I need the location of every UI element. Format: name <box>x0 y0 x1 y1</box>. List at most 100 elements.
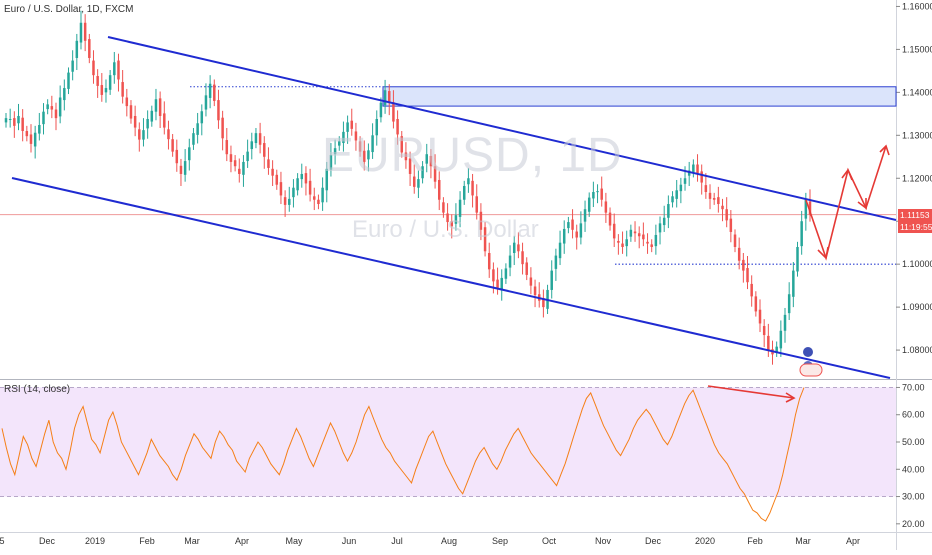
candle-body <box>288 198 291 205</box>
candle-body <box>242 161 245 175</box>
candle-body <box>450 221 453 227</box>
candle-body <box>279 182 283 196</box>
time-tick-label: Mar <box>795 536 811 546</box>
candle-body <box>79 22 83 43</box>
candle-body <box>208 83 212 98</box>
candle-body <box>408 158 412 174</box>
candle-body <box>650 244 653 247</box>
candle-body <box>121 82 124 97</box>
rsi-tick-label: 60.00 <box>902 410 925 420</box>
candle-body <box>479 211 483 230</box>
candle-body <box>467 178 470 185</box>
candle-body <box>21 117 24 132</box>
candle-body <box>417 179 420 188</box>
time-tick-label: 2019 <box>85 536 105 546</box>
candle-body <box>321 187 324 203</box>
candle-body <box>271 168 274 176</box>
earnings-badge-icon <box>799 363 823 377</box>
candle-body <box>342 131 345 144</box>
candle-body <box>100 85 104 95</box>
candle-body <box>733 234 737 247</box>
candle-body <box>204 95 208 110</box>
event-icon <box>803 347 813 357</box>
rsi-tick-label: 30.00 <box>902 492 925 502</box>
candle-body <box>113 62 116 76</box>
candle-body <box>133 115 137 128</box>
candle-body <box>554 255 558 269</box>
candle-body <box>433 166 437 182</box>
candle-body <box>117 60 120 80</box>
candle-body <box>587 197 591 212</box>
last-price-tag: 1.11153 <box>898 209 932 221</box>
candle-body <box>642 234 645 240</box>
candle-body <box>250 141 254 150</box>
candle-body <box>412 176 416 187</box>
price-tick-label: 1.13000 <box>902 130 932 140</box>
candle-body <box>696 164 699 174</box>
candle-body <box>750 283 753 297</box>
candle-body <box>767 335 770 351</box>
candle-body <box>675 190 678 199</box>
candle-body <box>150 110 154 122</box>
candle-body <box>63 88 66 101</box>
candle-body <box>71 60 74 72</box>
candle-body <box>700 171 703 183</box>
candle-body <box>487 253 491 270</box>
rsi-band <box>0 387 896 497</box>
candle-body <box>25 131 29 137</box>
candle-body <box>758 309 762 324</box>
candle-body <box>512 242 516 254</box>
candle-body <box>542 298 545 308</box>
candle-body <box>350 120 354 129</box>
price-tick-label: 1.14000 <box>902 87 932 97</box>
candle-body <box>579 223 583 238</box>
candle-body <box>646 241 649 244</box>
candle-body <box>304 173 308 184</box>
candle-body <box>521 251 524 265</box>
candle-body <box>142 130 145 140</box>
candle-body <box>517 244 520 252</box>
rsi-panel-label: RSI (14, close) <box>4 384 71 395</box>
time-tick-label: Feb <box>139 536 155 546</box>
candle-body <box>50 106 54 110</box>
candle-body <box>442 202 445 213</box>
candle-body <box>346 122 349 132</box>
candle-body <box>717 197 720 205</box>
candle-body <box>254 133 258 144</box>
candle-body <box>629 229 633 237</box>
time-tick-label: Dec <box>39 536 56 546</box>
rsi-tick-label: 70.00 <box>902 382 925 392</box>
candle-body <box>200 111 204 124</box>
price-tick-label: 1.10000 <box>902 259 932 269</box>
candle-body <box>421 166 424 179</box>
rsi-tick-label: 20.00 <box>902 519 925 529</box>
candle-body <box>371 135 374 153</box>
candle-body <box>388 91 391 104</box>
candle-body <box>800 221 803 247</box>
candle-body <box>754 296 758 312</box>
candle-body <box>163 113 166 128</box>
candle-body <box>75 40 79 58</box>
channel-lower-line <box>11 177 891 379</box>
candle-body <box>446 213 449 223</box>
candle-body <box>138 129 141 140</box>
candle-body <box>621 243 624 247</box>
candle-body <box>400 136 404 153</box>
arrowhead-down-2 <box>857 198 867 210</box>
candle-body <box>679 184 683 192</box>
candle-body <box>687 170 691 176</box>
candle-body <box>267 159 270 168</box>
candle-body <box>233 160 237 167</box>
candle-body <box>583 209 587 222</box>
candle-body <box>525 262 528 275</box>
candle-body <box>125 97 129 107</box>
candle-body <box>612 223 616 239</box>
candle-body <box>796 246 799 272</box>
candle-body <box>504 268 508 279</box>
resistance-zone <box>382 86 897 107</box>
candle-body <box>358 141 362 152</box>
candle-body <box>608 212 612 226</box>
candle-body <box>129 105 133 119</box>
